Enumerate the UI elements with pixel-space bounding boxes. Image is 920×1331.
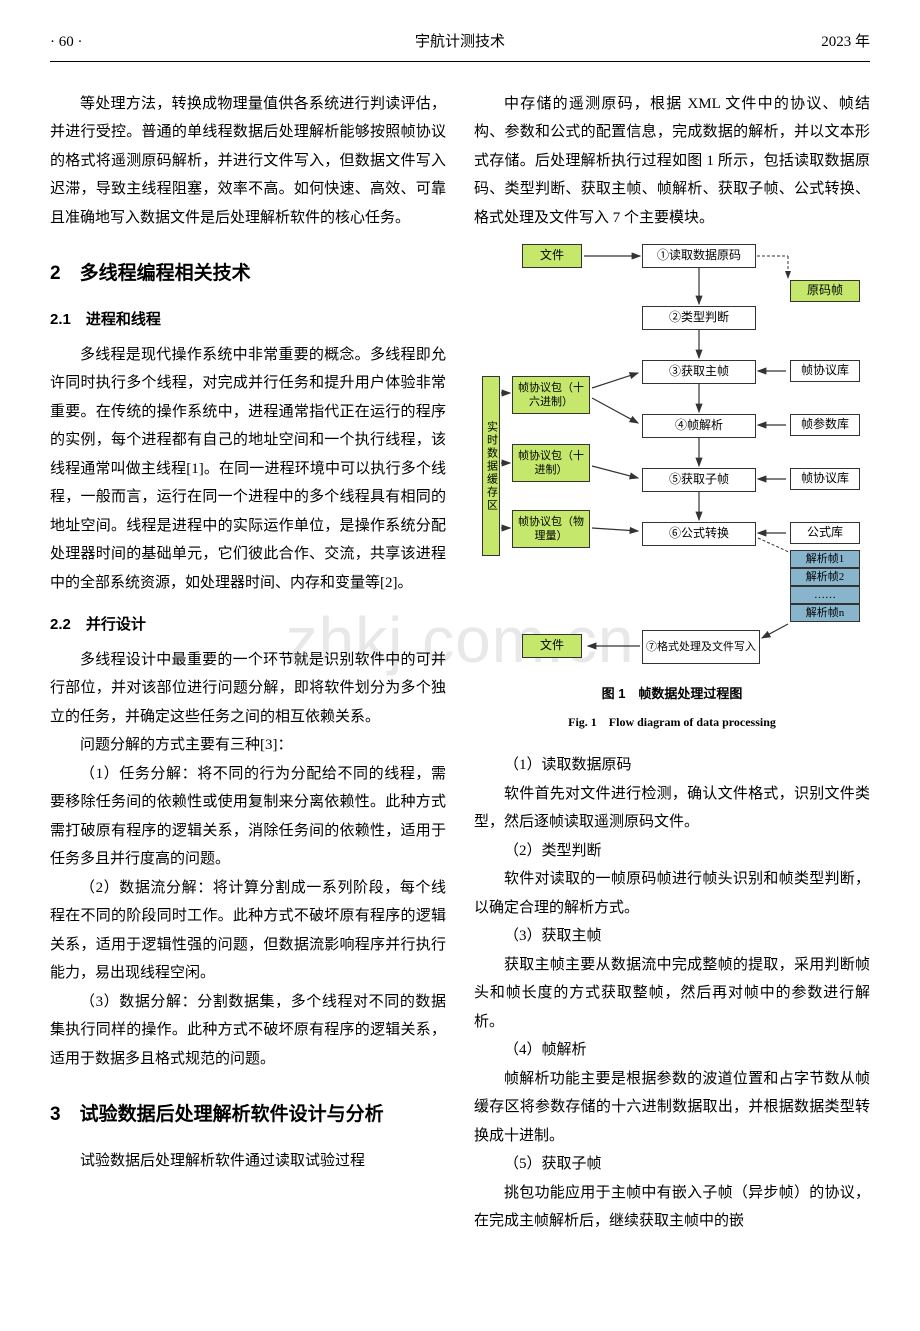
node-file-bottom: 文件 [522,634,582,658]
node-file-top: 文件 [522,244,582,268]
node-pkt-phy: 帧协议包（物理量） [512,510,590,548]
node-pkt-hex: 帧协议包（十六进制） [512,376,590,414]
section-3-para: 试验数据后处理解析软件通过读取试验过程 [50,1147,446,1176]
node-step-4: ④帧解析 [642,414,756,438]
step-3-body: 获取主帧主要从数据流中完成整帧的提取，采用判断帧头和帧长度的方式获取整帧，然后再… [474,951,870,1037]
section-2-1-heading: 2.1 进程和线程 [50,306,446,335]
section-2-2-para-3: （1）任务分解：将不同的行为分配给不同的线程，需要移除任务间的依赖性或使用复制来… [50,760,446,874]
node-buffer: 实时数据缓存区 [482,376,500,556]
step-2-title: （2）类型判断 [474,837,870,866]
step-4-body: 帧解析功能主要是根据参数的波道位置和占字节数从帧缓存区将参数存储的十六进制数据取… [474,1065,870,1151]
section-2-2-para-2: 问题分解的方式主要有三种[3]： [50,731,446,760]
stack-item-1: 解析帧1 [790,550,860,568]
right-column: 中存储的遥测原码，根据 XML 文件中的协议、帧结构、参数和公式的配置信息，完成… [474,90,870,1236]
step-4-title: （4）帧解析 [474,1036,870,1065]
section-2-2-para-1: 多线程设计中最重要的一个环节就是识别软件中的可并行部位，并对该部位进行问题分解，… [50,646,446,732]
node-raw-frame: 原码帧 [790,280,860,302]
node-step-7: ⑦格式处理及文件写入 [642,630,760,664]
section-2-2-para-4: （2）数据流分解：将计算分割成一系列阶段，每个线程在不同的阶段同时工作。此种方式… [50,874,446,988]
node-step-1: ①读取数据原码 [642,244,756,268]
step-5-body: 挑包功能应用于主帧中有嵌入子帧（异步帧）的协议，在完成主帧解析后，继续获取主帧中… [474,1179,870,1236]
step-3-title: （3）获取主帧 [474,922,870,951]
section-2-1-para: 多线程是现代操作系统中非常重要的概念。多线程即允许同时执行多个线程，对完成并行任… [50,341,446,598]
node-step-2: ②类型判断 [642,306,756,330]
section-2-2-heading: 2.2 并行设计 [50,611,446,640]
page-header: · 60 · 宇航计测技术 2023 年 [50,28,870,62]
figure-1-flowchart: 文件 ①读取数据原码 原码帧 ②类型判断 ③获取主帧 帧协议库 ④帧解析 帧参数… [482,238,862,668]
intro-para: 等处理方法，转换成物理量值供各系统进行判读评估，并进行受控。普通的单线程数据后处… [50,90,446,233]
node-lib-4: 帧参数库 [790,414,860,436]
stack-item-2: 解析帧2 [790,568,860,586]
step-2-body: 软件对读取的一帧原码帧进行帧头识别和帧类型判断，以确定合理的解析方式。 [474,865,870,922]
section-2-heading: 2 多线程编程相关技术 [50,256,446,292]
node-lib-5: 帧协议库 [790,468,860,490]
step-1-title: （1）读取数据原码 [474,751,870,780]
stack-item-3: …… [790,586,860,604]
page-number: · 60 · [50,28,83,57]
journal-title: 宇航计测技术 [0,28,920,57]
right-intro-para: 中存储的遥测原码，根据 XML 文件中的协议、帧结构、参数和公式的配置信息，完成… [474,90,870,233]
figure-1-caption-en: Fig. 1 Flow diagram of data processing [474,711,870,734]
year: 2023 年 [821,28,870,57]
node-step-3: ③获取主帧 [642,360,756,384]
step-1-body: 软件首先对文件进行检测，确认文件格式，识别文件类型，然后逐帧读取遥测原码文件。 [474,780,870,837]
step-5-title: （5）获取子帧 [474,1150,870,1179]
node-lib-3: 帧协议库 [790,360,860,382]
node-step-6: ⑥公式转换 [642,522,756,546]
node-stack: 解析帧1 解析帧2 …… 解析帧n [790,550,860,622]
node-lib-6: 公式库 [790,522,860,544]
figure-1-caption-zh: 图 1 帧数据处理过程图 [474,682,870,707]
node-pkt-dec: 帧协议包（十进制） [512,444,590,482]
node-step-5: ⑤获取子帧 [642,468,756,492]
left-column: 等处理方法，转换成物理量值供各系统进行判读评估，并进行受控。普通的单线程数据后处… [50,90,446,1236]
stack-item-n: 解析帧n [790,604,860,622]
section-2-2-para-5: （3）数据分解：分割数据集，多个线程对不同的数据集执行同样的操作。此种方式不破坏… [50,988,446,1074]
section-3-heading: 3 试验数据后处理解析软件设计与分析 [50,1097,446,1133]
